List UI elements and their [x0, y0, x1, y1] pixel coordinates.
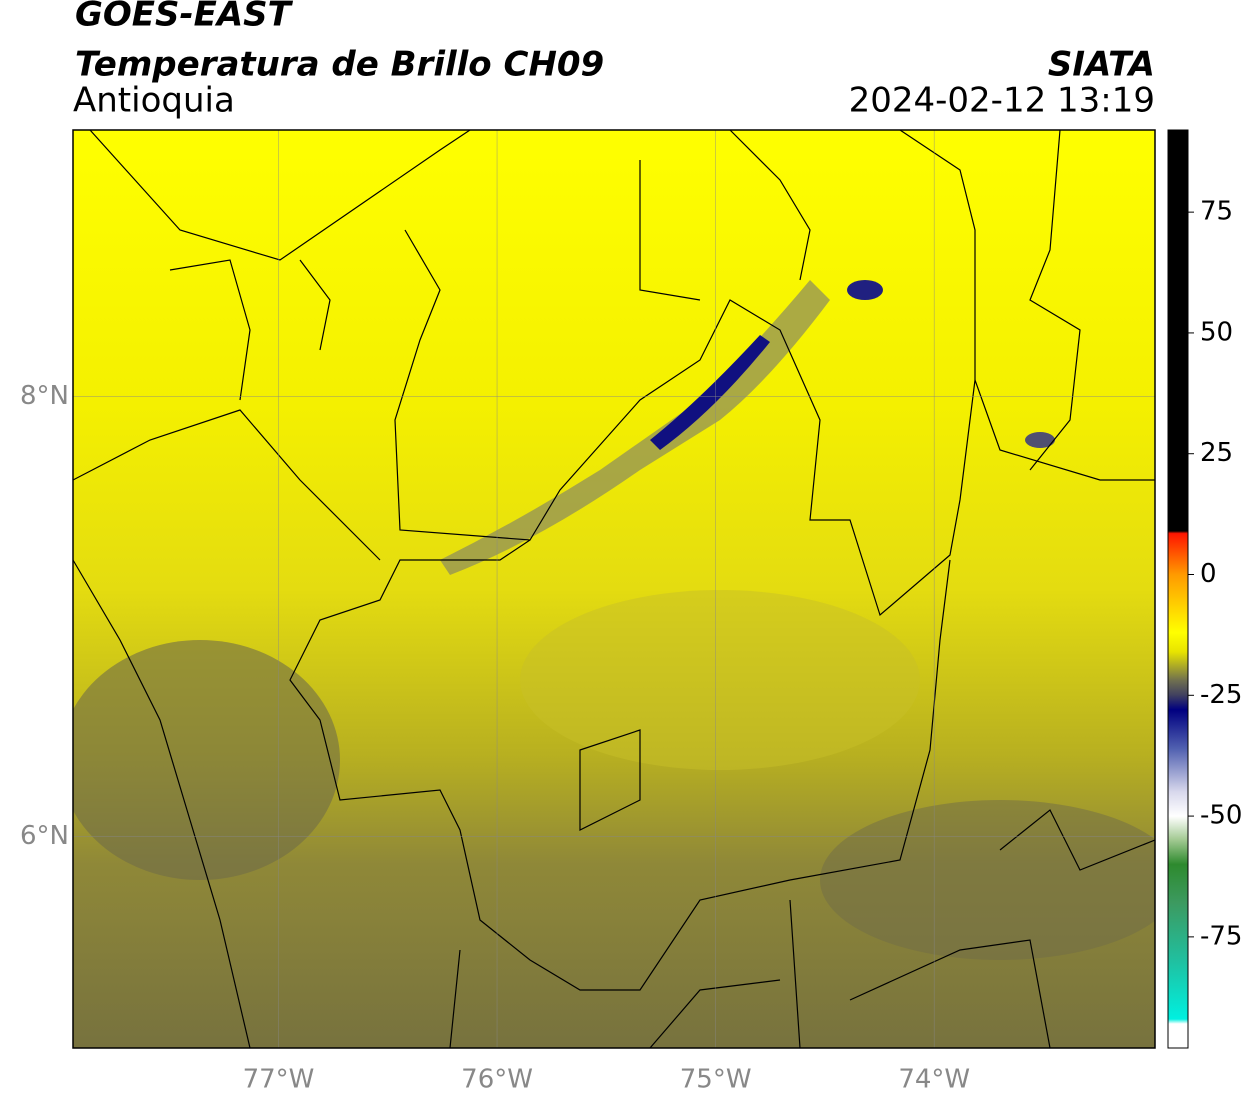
title: GOES-EAST — [75, 0, 294, 35]
y-tick-label: 8°N — [20, 381, 69, 411]
border — [73, 130, 1155, 1048]
cloud — [520, 590, 920, 770]
region: Antioquia — [73, 81, 235, 121]
cold-cloud — [847, 280, 883, 300]
map-frame — [72, 129, 1156, 1049]
colorbar-tick-label: -50 — [1200, 801, 1242, 831]
map-image — [73, 130, 1155, 1048]
colorbar-tick-label: -75 — [1200, 921, 1242, 951]
colorbar-tick-label: 75 — [1200, 197, 1233, 227]
x-tick-label: 74°W — [898, 1065, 970, 1095]
x-tick-label: 76°W — [461, 1065, 533, 1095]
colorbar-tick-label: 50 — [1200, 317, 1233, 347]
subtitle: Temperatura de Brillo CH09 — [75, 45, 604, 85]
border — [394, 229, 1155, 617]
cold-cloud — [650, 335, 770, 450]
cloud — [820, 800, 1155, 960]
y-tick-label: 6°N — [20, 821, 69, 851]
colorbar-tick-label: 0 — [1200, 559, 1217, 589]
colorbar — [1167, 129, 1189, 1049]
cloud — [73, 640, 340, 880]
colorbar-tick-label: -25 — [1200, 680, 1242, 710]
cold-cloud — [1025, 432, 1055, 448]
colorbar-tick-label: 25 — [1200, 438, 1233, 468]
datetime: 2024-02-12 13:19 — [849, 81, 1155, 121]
source: SIATA — [1048, 45, 1155, 85]
border — [289, 539, 951, 991]
x-tick-label: 77°W — [243, 1065, 315, 1095]
x-tick-label: 75°W — [680, 1065, 752, 1095]
cloud-band — [440, 280, 830, 575]
